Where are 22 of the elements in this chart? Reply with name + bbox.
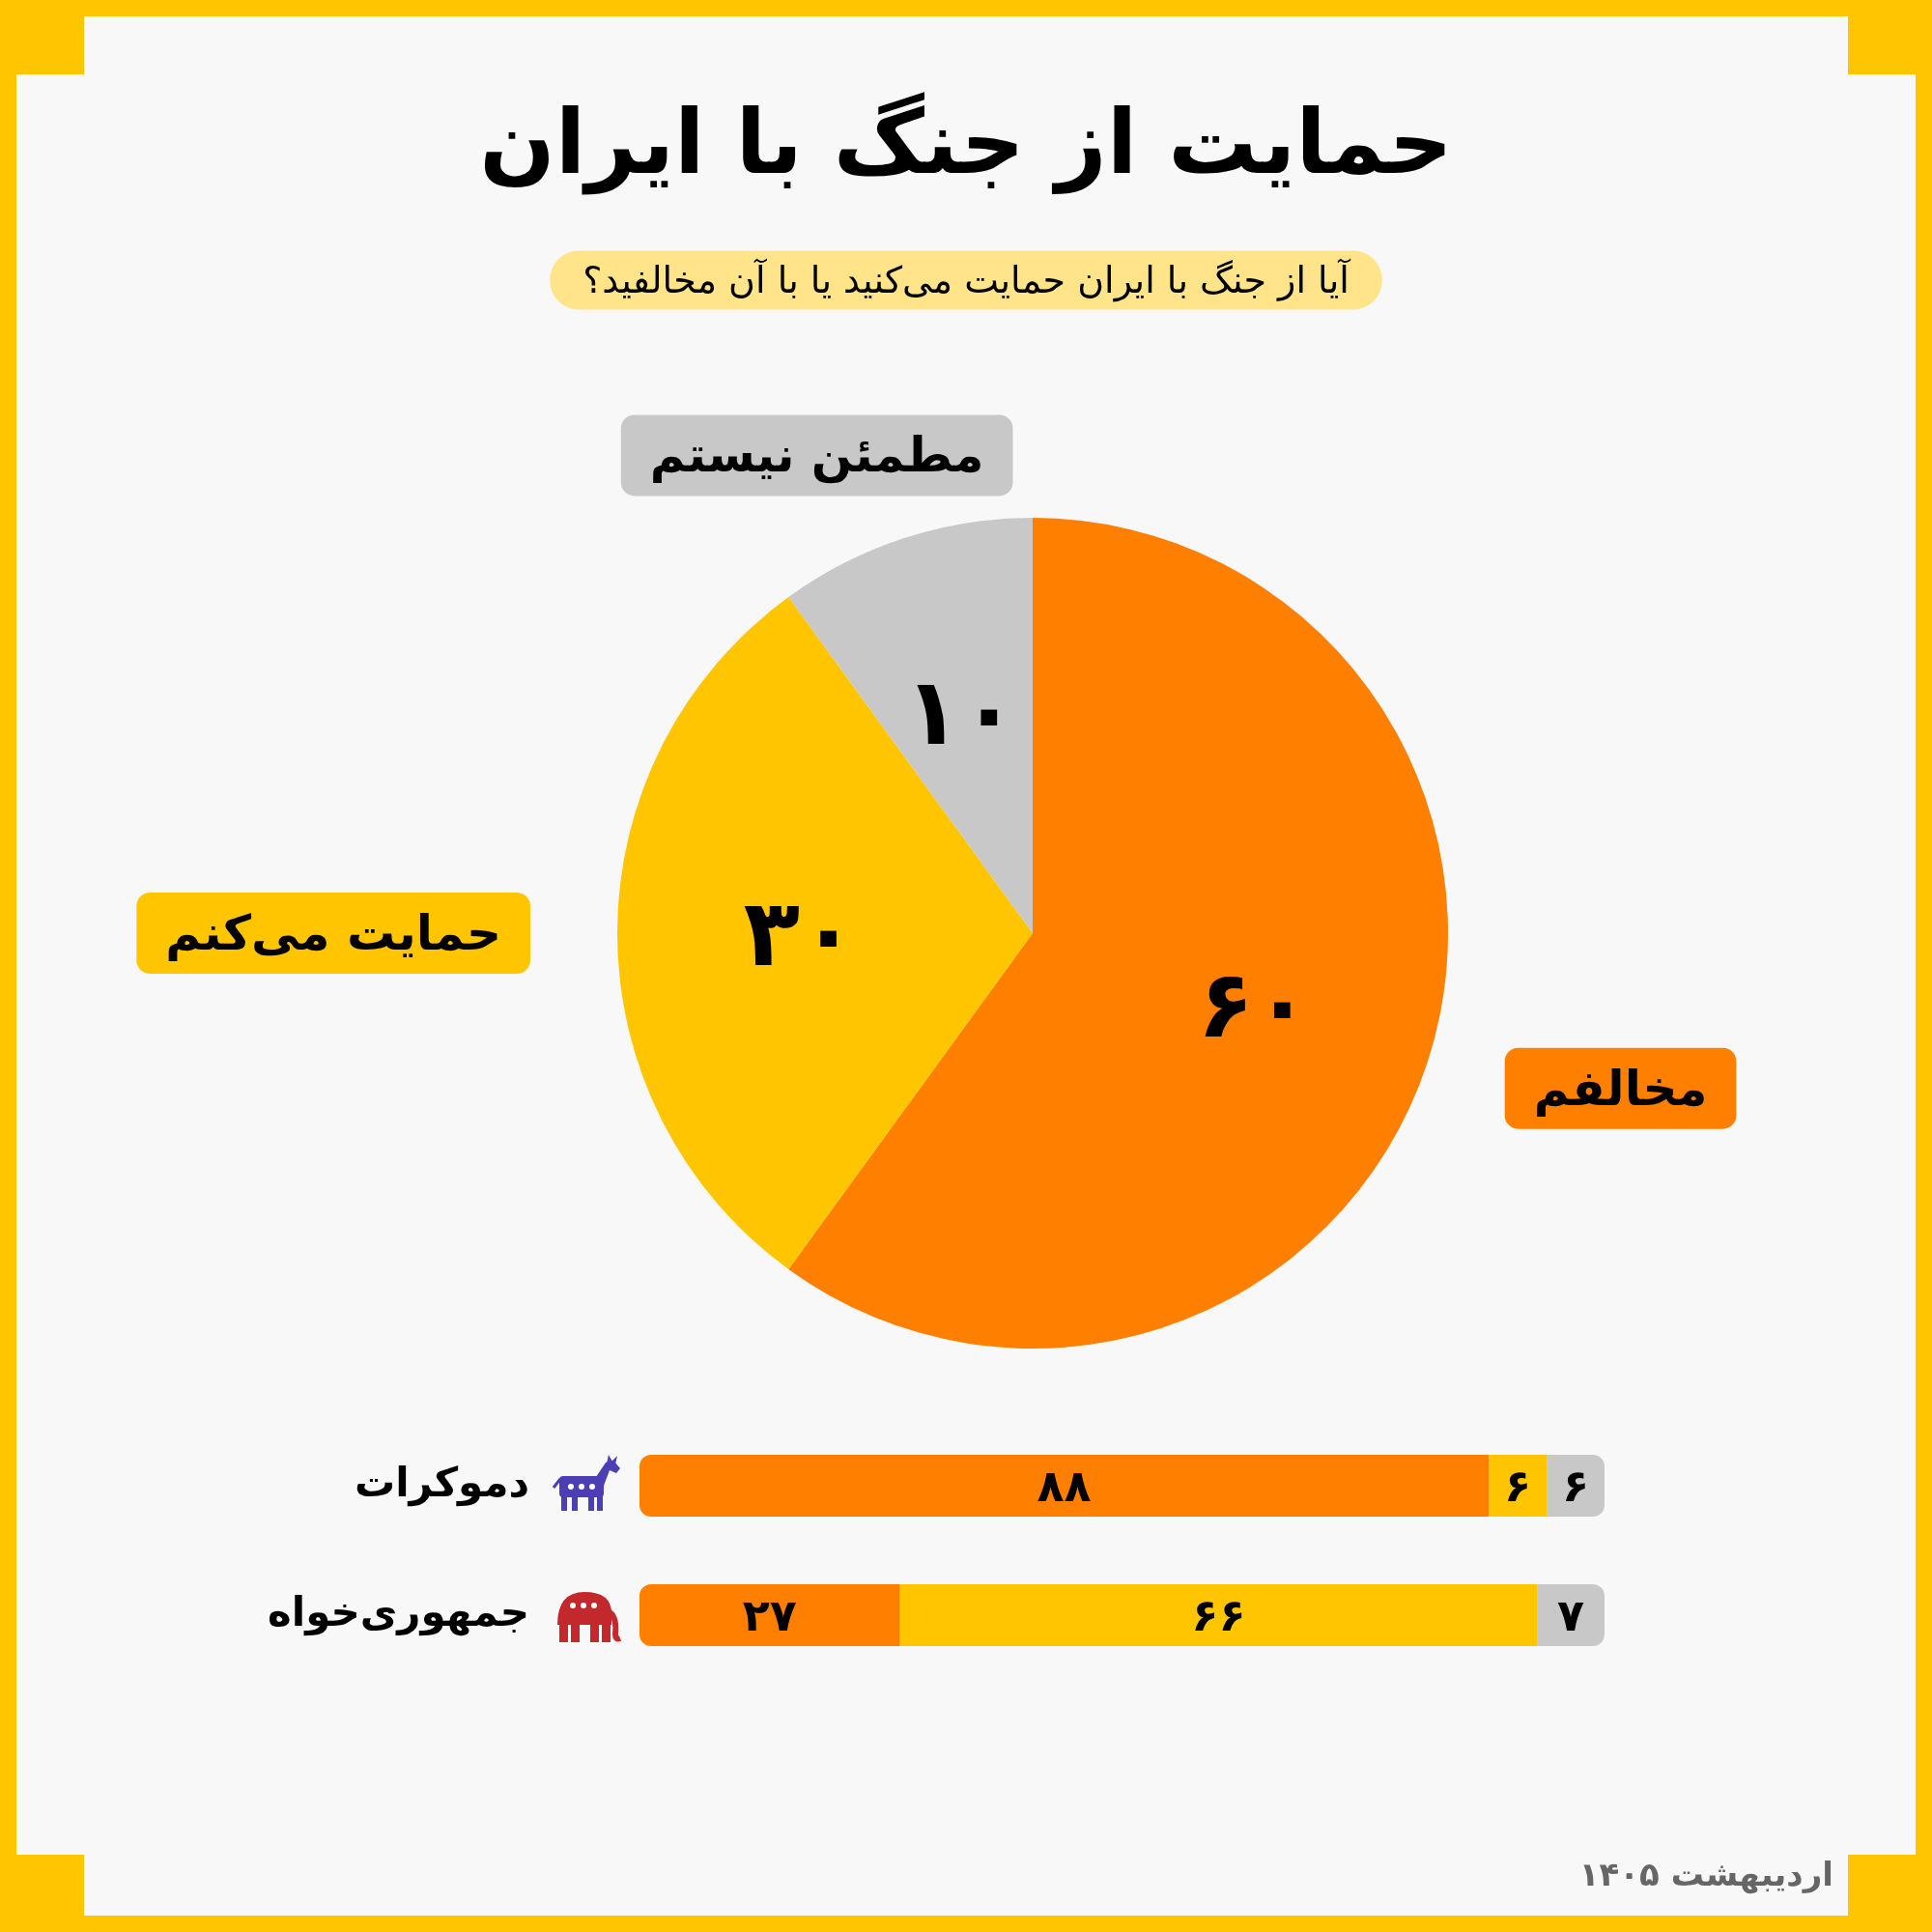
data-label: ۸۸ bbox=[1037, 1460, 1092, 1512]
text: اردیبهشت ۱۴۰۵ bbox=[1578, 1855, 1833, 1894]
pie-slice bbox=[617, 597, 1033, 1269]
slice-label: حمایت می‌کنم bbox=[165, 905, 501, 961]
data-label: ۱۰ bbox=[903, 657, 1018, 766]
bar bbox=[639, 1455, 1490, 1517]
y-tick-label: دموکرات bbox=[354, 1458, 529, 1507]
data-label: ۶ bbox=[1561, 1460, 1590, 1512]
y-tick-label: جمهوری‌خواه bbox=[268, 1587, 529, 1636]
bar bbox=[639, 1584, 900, 1646]
data-label: ۶ bbox=[1504, 1460, 1532, 1512]
slice-label: مخالفم bbox=[1533, 1060, 1708, 1117]
data-label: ۶۰ bbox=[1197, 951, 1311, 1060]
bar bbox=[1489, 1455, 1548, 1517]
data-label: ۷ bbox=[1557, 1589, 1585, 1641]
data-label: ۶۶ bbox=[1191, 1589, 1246, 1641]
chart-subtitle: آیا از جنگ با ایران حمایت می‌کنید یا با آن مخالفید؟ bbox=[582, 258, 1351, 302]
data-label: ۲۷ bbox=[742, 1589, 797, 1641]
chart-title: حمایت از جنگ با ایران bbox=[479, 90, 1453, 195]
slice-label: مطمئن نیستم bbox=[649, 427, 984, 485]
bar bbox=[899, 1584, 1538, 1646]
data-label: ۳۰ bbox=[743, 879, 857, 987]
